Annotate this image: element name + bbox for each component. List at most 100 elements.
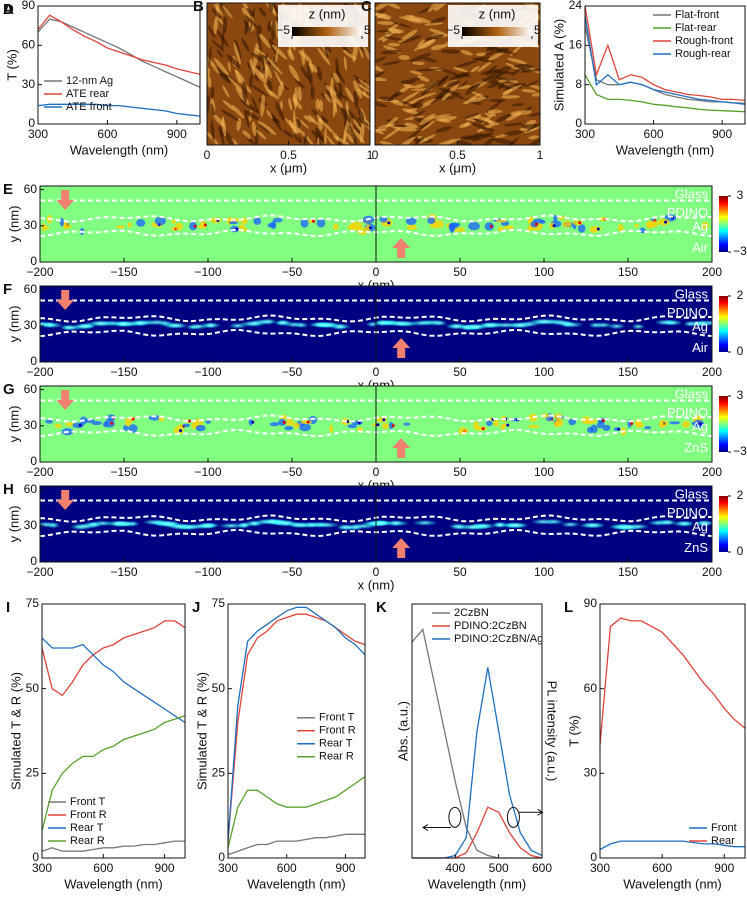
field-spot <box>376 423 380 427</box>
light-arrow <box>56 490 75 510</box>
x-tick-label: 100 <box>534 565 554 579</box>
grain <box>511 103 525 107</box>
y-tick-label: 30 <box>24 318 38 332</box>
x-tick-label: 150 <box>618 365 638 379</box>
field-glow <box>581 522 606 529</box>
field-spot <box>203 223 207 227</box>
grain <box>244 109 250 129</box>
field-spot <box>387 221 391 225</box>
x-tick-label: 0 <box>204 148 211 162</box>
grain <box>404 18 422 24</box>
field-spot <box>464 429 469 433</box>
colorbar-tick-label: −3 <box>733 444 747 458</box>
field-spot <box>41 223 46 232</box>
x-tick-label: 600 <box>277 861 297 875</box>
field-spot <box>116 225 126 229</box>
light-arrow <box>392 238 411 258</box>
grain <box>420 79 439 96</box>
x-axis-label: Wavelength (nm) <box>247 876 346 891</box>
grain <box>465 113 482 121</box>
grain <box>211 40 225 52</box>
y-tick-label: 16 <box>569 38 583 52</box>
grain <box>464 112 480 119</box>
y-tick-label: 0 <box>590 850 597 864</box>
field-spot <box>568 418 577 426</box>
grain <box>528 135 539 140</box>
legend-label: Front T <box>70 796 106 808</box>
plot-frame <box>411 603 543 859</box>
grain <box>319 99 324 112</box>
field-spot <box>388 422 394 430</box>
field-spot <box>382 418 386 422</box>
field-spot <box>91 421 102 426</box>
field-glow <box>188 323 209 330</box>
grain <box>430 90 450 105</box>
y-tick-label: 0 <box>30 554 37 568</box>
panel-letter: J <box>192 599 200 616</box>
grain <box>280 100 283 111</box>
layer-label: Glass <box>675 387 709 402</box>
grain <box>216 16 225 26</box>
grain <box>375 129 388 132</box>
grain <box>377 21 394 25</box>
x-tick-label: −100 <box>194 465 221 479</box>
field-spot <box>195 424 206 432</box>
x-tick-label: 200 <box>702 365 722 379</box>
legend-label: Flat-front <box>675 9 719 21</box>
grain <box>455 60 478 68</box>
grain <box>424 34 445 41</box>
panel-letter: A <box>3 1 14 18</box>
x-tick-label: 300 <box>218 861 238 875</box>
series-line <box>227 776 366 848</box>
x-tick-label: 0 <box>373 465 380 479</box>
legend-label: Rear <box>711 835 735 847</box>
field-spot <box>64 422 75 427</box>
grain <box>222 5 233 19</box>
y-tick-label: 8 <box>575 77 582 91</box>
legend-label: Rear R <box>319 751 354 763</box>
field-spot <box>173 426 184 435</box>
colorbar <box>719 296 728 352</box>
grain <box>258 123 271 134</box>
field-glow <box>654 319 675 326</box>
layer-label: Ag <box>692 319 708 334</box>
grain <box>317 117 323 131</box>
x-tick-label: 900 <box>712 127 732 141</box>
grain <box>308 62 318 73</box>
grain <box>382 127 402 140</box>
grain <box>216 49 223 58</box>
field-spot <box>54 423 62 428</box>
grain <box>353 124 362 134</box>
grain <box>509 110 532 116</box>
grain <box>234 39 242 60</box>
field-spot <box>658 422 667 427</box>
field-spot <box>580 416 593 424</box>
grain <box>223 129 235 145</box>
grain <box>412 61 425 65</box>
field-spot <box>197 225 204 229</box>
field-spot <box>468 222 480 231</box>
y-axis-label: T (%) <box>566 715 581 747</box>
field-spot <box>530 221 539 228</box>
grain <box>306 62 313 86</box>
colorbar <box>719 196 728 252</box>
x-tick-label: −150 <box>110 265 137 279</box>
grain <box>251 121 257 137</box>
grain <box>303 133 307 145</box>
grain <box>293 133 303 144</box>
x-tick-label: −100 <box>194 265 221 279</box>
grain <box>219 126 225 138</box>
grain <box>218 126 226 145</box>
field-spot <box>577 224 586 233</box>
field-spot <box>347 424 357 429</box>
y-tick-label: 50 <box>26 681 40 695</box>
legend-label: Front <box>711 822 737 834</box>
grain <box>435 126 453 133</box>
grain <box>297 86 302 102</box>
grain <box>231 104 245 119</box>
field-spot <box>332 223 339 231</box>
colorbar-tick-label: 0 <box>737 544 744 558</box>
y-tick-label: 0 <box>30 254 37 268</box>
x-tick-label: −50 <box>282 565 303 579</box>
field-glow <box>315 321 338 328</box>
